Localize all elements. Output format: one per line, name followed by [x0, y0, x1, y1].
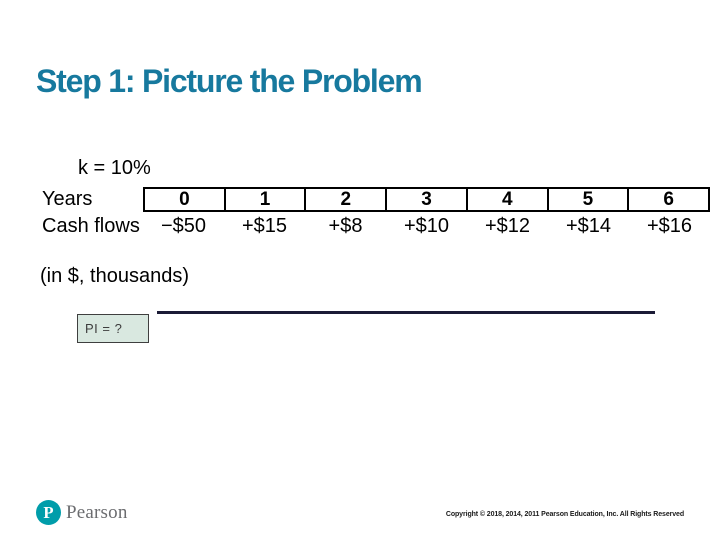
cashflows-row-label: Cash flows — [42, 215, 140, 237]
year-cell: 1 — [226, 189, 307, 210]
years-table: 0 1 2 3 4 5 6 — [143, 187, 710, 212]
pearson-logo: P Pearson — [36, 500, 128, 525]
discount-rate-label: k = 10% — [78, 157, 151, 179]
cashflow-value: +$15 — [241, 215, 288, 237]
cashflow-value: +$16 — [646, 215, 693, 237]
year-cell: 0 — [145, 189, 226, 210]
cashflow-value: +$14 — [565, 215, 612, 237]
copyright-text: Copyright © 2018, 2014, 2011 Pearson Edu… — [445, 511, 684, 518]
cashflow-value: −$50 — [160, 215, 207, 237]
year-cell: 4 — [468, 189, 549, 210]
svg-text:P: P — [43, 503, 53, 522]
cashflow-values-row: −$50 +$15 +$8 +$10 +$12 +$14 +$16 — [143, 214, 710, 239]
pearson-wordmark: Pearson — [66, 501, 128, 523]
year-cell: 3 — [387, 189, 468, 210]
pi-callout-box: PI = ? — [77, 314, 149, 343]
year-cell: 2 — [306, 189, 388, 210]
year-cell: 6 — [663, 188, 674, 210]
timeline-line — [157, 311, 655, 314]
cashflow-value: +$10 — [403, 215, 450, 237]
pi-callout-label: PI = ? — [85, 321, 123, 336]
year-cell: 5 — [549, 189, 630, 210]
cashflow-value: +$8 — [328, 215, 363, 237]
units-note: (in $, thousands) — [40, 265, 189, 287]
pearson-p-icon: P — [36, 500, 61, 525]
cashflow-value: +$12 — [484, 215, 531, 237]
years-row-label: Years — [42, 188, 93, 210]
slide-title: Step 1: Picture the Problem — [36, 63, 423, 99]
